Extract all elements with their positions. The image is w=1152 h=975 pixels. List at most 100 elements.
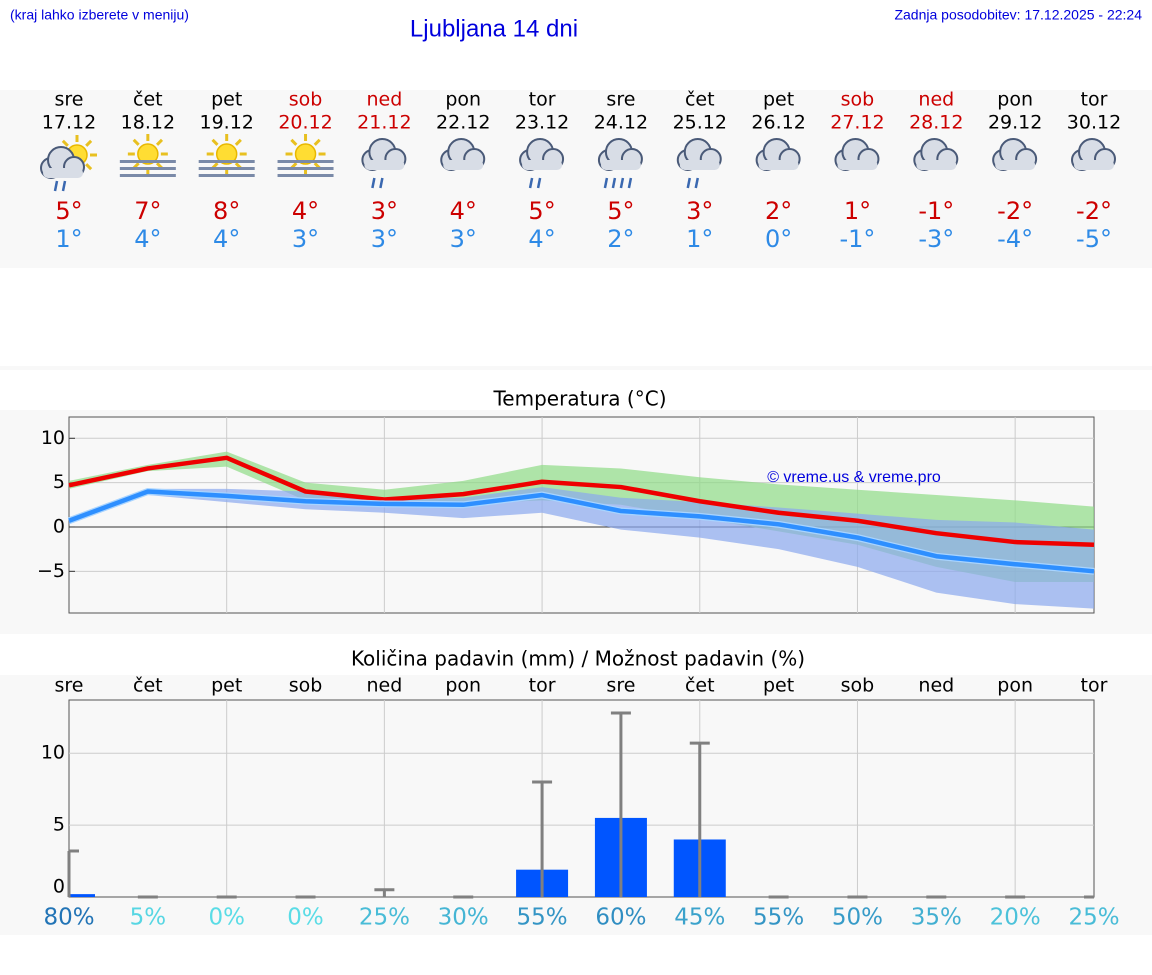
cloud-base [364, 160, 405, 170]
cloud-base [43, 168, 83, 178]
weather-icon [992, 138, 1038, 171]
precip-probability: 55% [753, 905, 804, 931]
cloud-icon [440, 138, 486, 171]
day-name: sre [55, 89, 84, 111]
cloud-base [522, 160, 563, 170]
cloud-icon [755, 138, 801, 171]
precip-probability: 30% [438, 905, 489, 931]
max-temp: 3° [686, 197, 713, 225]
cloud-icon [40, 146, 85, 179]
day-date: 28.12 [909, 112, 963, 134]
min-temp: -1° [839, 225, 875, 253]
rain-drop [379, 177, 384, 189]
x-tick-label: pon [997, 675, 1033, 697]
rain-drop [603, 177, 609, 189]
weather-icon [913, 138, 959, 171]
rain-drop [53, 180, 59, 192]
day-name: tor [529, 89, 556, 111]
cloud-base [916, 160, 957, 170]
day-name: ned [366, 89, 402, 111]
bar [69, 894, 95, 897]
cloud-icon [597, 138, 643, 171]
precip-probability: 5% [130, 905, 167, 931]
cloud-icon [1071, 138, 1116, 171]
min-temp: -4° [997, 225, 1033, 253]
cloud-icon [834, 138, 880, 171]
precip-probability: 55% [517, 905, 568, 931]
min-temp: -5° [1076, 225, 1112, 253]
cloud-base [1074, 160, 1114, 170]
x-tick-label: tor [1081, 675, 1108, 697]
update-time: Zadnja posodobitev: 17.12.2025 - 22:24 [894, 7, 1142, 23]
fog-line [119, 174, 176, 177]
min-temp: 1° [686, 225, 713, 253]
day-date: 22.12 [436, 112, 490, 134]
rain-drop [61, 180, 67, 192]
x-tick-label: ned [918, 675, 954, 697]
weather-icon [277, 134, 334, 177]
day-name: čet [685, 89, 715, 111]
precip-probability: 20% [990, 905, 1041, 931]
day-date: 26.12 [751, 112, 805, 134]
day-name: ned [918, 89, 954, 111]
weather-icon [676, 138, 722, 189]
x-tick-label: pet [763, 675, 794, 697]
day-date: 17.12 [42, 112, 96, 134]
max-temp: 3° [371, 197, 398, 225]
divider [0, 366, 1152, 370]
sun-ray [85, 139, 93, 147]
sun-ray [234, 138, 242, 146]
day-name: pet [211, 89, 242, 111]
weather-icon [198, 134, 255, 177]
y-tick-label: −5 [37, 560, 65, 582]
watermark: © vreme.us & vreme.pro [767, 469, 941, 486]
cloud-icon [361, 138, 407, 171]
fog-line [277, 160, 334, 163]
cloud-base [600, 160, 641, 170]
min-temp: 1° [55, 225, 82, 253]
chart-title: Temperatura (°C) [492, 387, 666, 411]
precip-probability: 0% [287, 905, 324, 931]
day-date: 19.12 [199, 112, 253, 134]
max-temp: 4° [292, 197, 319, 225]
menu-note[interactable]: (kraj lahko izberete v meniju) [10, 7, 189, 23]
x-tick-label: pon [445, 675, 481, 697]
precip-probability: 80% [43, 905, 94, 931]
page-title: Ljubljana 14 dni [410, 15, 578, 42]
day-date: 21.12 [357, 112, 411, 134]
max-temp: 5° [607, 197, 634, 225]
fog-line [198, 174, 255, 177]
day-date: 25.12 [673, 112, 727, 134]
max-temp: 7° [134, 197, 161, 225]
rain-drop [371, 177, 376, 189]
day-name: čet [133, 89, 163, 111]
line [68, 455, 1095, 547]
sun-ray [132, 138, 140, 146]
x-tick-label: čet [685, 675, 715, 697]
plot-area [68, 699, 1095, 898]
min-temp: 0° [765, 225, 792, 253]
x-tick-label: čet [133, 675, 163, 697]
fog-line [277, 167, 334, 170]
cloud-icon [519, 138, 565, 171]
max-temp: 8° [213, 197, 240, 225]
y-tick-label: 10 [41, 742, 65, 764]
day-name: pet [763, 89, 794, 111]
y-tick-label: 5 [53, 814, 65, 836]
weather-icon [519, 138, 565, 189]
cloud-base [443, 160, 484, 170]
weather-icon [440, 138, 486, 171]
rain-drop [528, 177, 534, 189]
x-tick-label: pet [211, 675, 242, 697]
weather-icon [361, 138, 407, 189]
x-tick-label: sob [289, 675, 323, 697]
day-name: tor [1081, 89, 1108, 111]
sun-ray [61, 139, 69, 147]
max-temp: 5° [55, 197, 82, 225]
min-temp: 3° [292, 225, 319, 253]
day-date: 24.12 [594, 112, 648, 134]
day-name: sob [289, 89, 323, 111]
max-temp: -2° [997, 197, 1033, 225]
day-date: 30.12 [1067, 112, 1121, 134]
